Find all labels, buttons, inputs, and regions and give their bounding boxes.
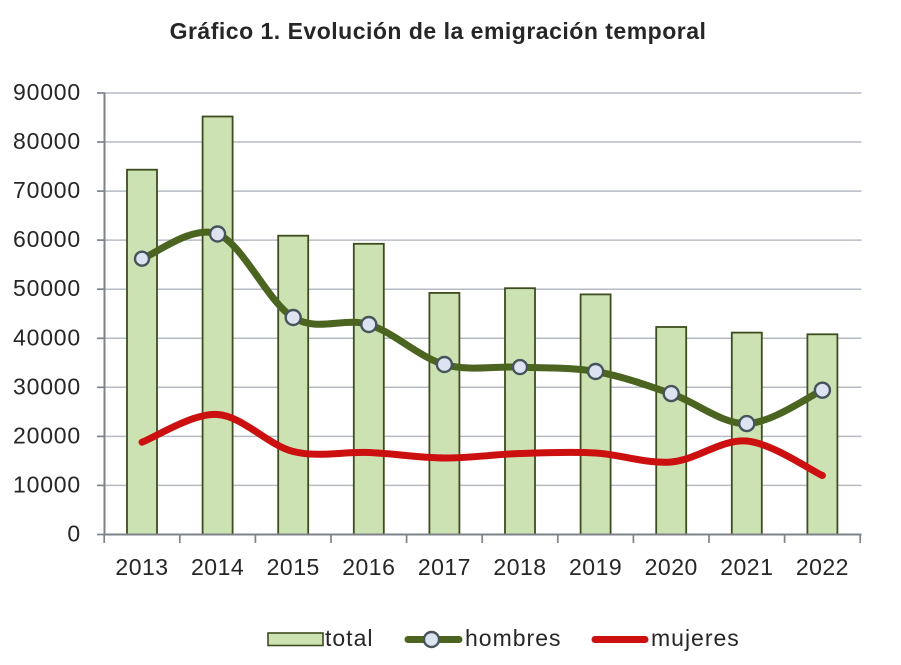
svg-text:hombres: hombres (465, 625, 561, 651)
svg-text:total: total (325, 625, 373, 651)
svg-text:2022: 2022 (796, 554, 849, 580)
svg-text:90000: 90000 (13, 79, 81, 105)
svg-text:10000: 10000 (13, 471, 81, 497)
svg-text:Gráfico 1. Evolución de la emi: Gráfico 1. Evolución de la emigración te… (170, 18, 707, 44)
svg-text:2019: 2019 (569, 554, 622, 580)
svg-text:2020: 2020 (645, 554, 698, 580)
svg-text:2017: 2017 (418, 554, 471, 580)
svg-text:2014: 2014 (191, 554, 244, 580)
svg-text:80000: 80000 (13, 128, 81, 154)
svg-text:50000: 50000 (13, 275, 81, 301)
svg-text:60000: 60000 (13, 226, 81, 252)
svg-text:2021: 2021 (720, 554, 773, 580)
svg-text:70000: 70000 (13, 177, 81, 203)
svg-text:2018: 2018 (493, 554, 546, 580)
svg-text:2015: 2015 (267, 554, 320, 580)
svg-text:2016: 2016 (342, 554, 395, 580)
svg-text:0: 0 (67, 521, 81, 547)
svg-text:30000: 30000 (13, 373, 81, 399)
svg-text:40000: 40000 (13, 324, 81, 350)
svg-text:mujeres: mujeres (651, 625, 740, 651)
svg-text:2013: 2013 (115, 554, 168, 580)
svg-text:20000: 20000 (13, 422, 81, 448)
